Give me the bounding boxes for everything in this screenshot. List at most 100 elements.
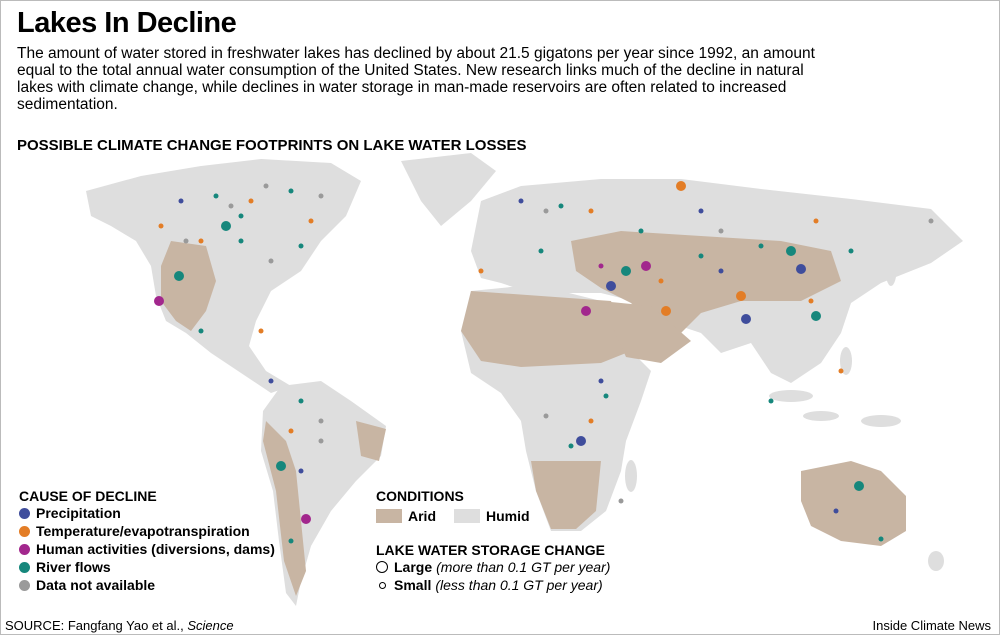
lake-dot [736, 291, 746, 301]
legend-item: Precipitation [19, 504, 275, 522]
lake-dot [568, 443, 574, 449]
source-journal: Science [187, 618, 234, 633]
lake-dot [518, 198, 524, 204]
lake-dot [768, 398, 774, 404]
lake-dot [276, 461, 286, 471]
description: The amount of water stored in freshwater… [17, 45, 815, 113]
lake-dot [213, 193, 219, 199]
lake-dot [598, 378, 604, 384]
legend-dot [19, 525, 30, 537]
lake-dot [248, 198, 254, 204]
lake-dot [718, 268, 724, 274]
lake-dot [298, 398, 304, 404]
lake-dot [718, 228, 724, 234]
lake-dot [301, 514, 311, 524]
lake-dot [228, 203, 234, 209]
lake-dot [833, 508, 839, 514]
lake-dot [318, 438, 324, 444]
credit: Inside Climate News [872, 618, 992, 633]
lake-dot [878, 536, 884, 542]
lake-dot [268, 258, 274, 264]
legend-item: Data not available [19, 576, 275, 594]
lake-dot [154, 296, 164, 306]
lake-dot [288, 188, 294, 194]
lake-dot [263, 183, 269, 189]
lake-dot [621, 266, 631, 276]
lake-dot [588, 418, 594, 424]
legend-item: Large (more than 0.1 GT per year) [376, 558, 610, 576]
cause-legend: CAUSE OF DECLINE Precipitation Temperatur… [19, 488, 275, 594]
lake-dot [588, 208, 594, 214]
lake-dot [478, 268, 484, 274]
lake-dot [808, 298, 814, 304]
lake-dot [298, 243, 304, 249]
lake-dot [658, 278, 664, 284]
lake-dot [318, 418, 324, 424]
size-ring [378, 581, 386, 589]
title: Lakes In Decline [17, 7, 237, 39]
lake-dot [174, 271, 184, 281]
lake-dot [538, 248, 544, 254]
size-ring [376, 561, 388, 573]
storage-legend: LAKE WATER STORAGE CHANGE Large (more tha… [376, 542, 610, 594]
lake-dot [676, 181, 686, 191]
source-text: SOURCE: Fangfang Yao et al., [5, 618, 188, 633]
lake-dot [928, 218, 934, 224]
lake-dot [308, 218, 314, 224]
lake-dot [661, 306, 671, 316]
legend-dot [19, 507, 30, 519]
legend-dot [19, 543, 30, 555]
lake-dot [606, 281, 616, 291]
lake-dot [318, 193, 324, 199]
legend-swatch [454, 509, 480, 523]
lake-dot [238, 238, 244, 244]
source: SOURCE: Fangfang Yao et al., Science [5, 618, 234, 633]
lake-dot [158, 223, 164, 229]
lake-dot [598, 263, 604, 269]
legend-label: Arid [408, 508, 436, 524]
lake-dot [238, 213, 244, 219]
lake-dot [811, 311, 821, 321]
legend-title: LAKE WATER STORAGE CHANGE [376, 542, 605, 558]
lake-dot [698, 253, 704, 259]
lake-dot [638, 228, 644, 234]
lake-dots [154, 181, 934, 544]
legend-title: CONDITIONS [376, 488, 464, 504]
lake-dot [848, 248, 854, 254]
lake-dot [758, 243, 764, 249]
legend-item: Small (less than 0.1 GT per year) [376, 576, 610, 594]
legend-note: (more than 0.1 GT per year) [436, 559, 611, 575]
lake-dot [558, 203, 564, 209]
lake-dot [813, 218, 819, 224]
legend-item: Humid [454, 507, 530, 525]
lake-dot [178, 198, 184, 204]
conditions-legend: CONDITIONS Arid Humid [376, 488, 530, 525]
lake-dot [838, 368, 844, 374]
lake-dot [576, 436, 586, 446]
lake-dot [258, 328, 264, 334]
lake-dot [581, 306, 591, 316]
legend-label: Data not available [36, 577, 156, 593]
lake-dot [221, 221, 231, 231]
lake-dot [854, 481, 864, 491]
legend-item: Human activities (diversions, dams) [19, 540, 275, 558]
lake-dot [641, 261, 651, 271]
legend-note: (less than 0.1 GT per year) [435, 577, 603, 593]
legend-label: Small [394, 577, 432, 593]
lake-dot [618, 498, 624, 504]
lake-dot [288, 428, 294, 434]
lake-dot [698, 208, 704, 214]
legend-swatch [376, 509, 402, 523]
lake-dot [183, 238, 189, 244]
legend-item: Arid [376, 507, 436, 525]
lake-dot [543, 413, 549, 419]
arid-land [161, 231, 906, 596]
lake-dot [288, 538, 294, 544]
legend-label: River flows [36, 559, 111, 575]
legend-item: Temperature/evapotranspiration [19, 522, 275, 540]
legend-dot [19, 579, 30, 591]
legend-title: CAUSE OF DECLINE [19, 488, 157, 504]
legend-label: Human activities (diversions, dams) [36, 541, 275, 557]
